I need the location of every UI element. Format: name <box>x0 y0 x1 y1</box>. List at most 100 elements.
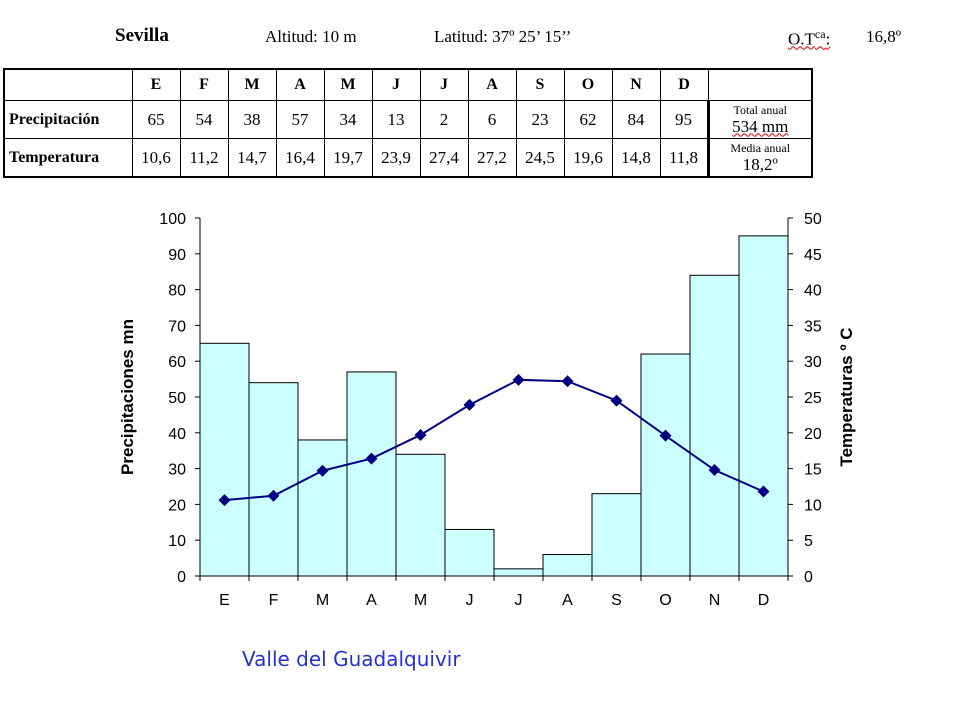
right-tick-label: 15 <box>804 462 822 479</box>
left-tick-label: 20 <box>168 497 186 514</box>
left-tick-label: 0 <box>177 569 186 586</box>
table-cell: 10,6 <box>131 138 181 178</box>
precipitation-bar <box>542 554 593 577</box>
month-header: E <box>131 68 181 101</box>
table-cell: 19,6 <box>563 138 613 178</box>
temperature-point <box>757 485 770 498</box>
month-header: D <box>659 68 709 101</box>
right-tick-label: 45 <box>804 247 822 264</box>
y-axis-title: Precipitaciones mn <box>118 319 137 475</box>
month-header: S <box>515 68 565 101</box>
table-cell: 34 <box>323 100 373 139</box>
row-label: Temperatura <box>3 138 133 178</box>
table-cell: 23,9 <box>371 138 421 178</box>
temperature-point <box>610 394 623 407</box>
station-header: Sevilla Altitud: 10 m Latitud: 37º 25’ 1… <box>0 24 960 54</box>
month-header: J <box>371 68 421 101</box>
precipitation-bar <box>297 439 348 577</box>
table-cell: 19,7 <box>323 138 373 178</box>
climate-table: E F M A M J J A S O N D Precipitación 6 5… <box>3 68 813 178</box>
temperature-row: Temperatura 10,6 11,2 14,7 16,4 19,7 23,… <box>3 138 813 178</box>
month-header: J <box>419 68 469 101</box>
right-tick-label: 35 <box>804 318 822 335</box>
precipitation-bar <box>591 493 642 577</box>
station-latitude: Latitud: 37º 25’ 15’’ <box>434 27 572 46</box>
table-cell: 11,8 <box>659 138 709 178</box>
right-tick-label: 20 <box>804 426 822 443</box>
table-cell: 14,8 <box>611 138 661 178</box>
temperature-point <box>561 375 574 388</box>
station-name: Sevilla <box>115 25 169 46</box>
temperature-point <box>316 464 329 477</box>
table-cell: 57 <box>275 100 325 139</box>
summary-value: 18,2º <box>742 154 778 174</box>
left-tick-label: 40 <box>168 426 186 443</box>
x-tick-label: M <box>414 592 427 609</box>
left-tick-label: 90 <box>168 247 186 264</box>
station-altitude: Altitud: 10 m <box>265 27 357 46</box>
table-cell: 11,2 <box>179 138 229 178</box>
table-cell: 6 <box>467 100 517 139</box>
month-header: A <box>467 68 517 101</box>
precipitation-bar <box>640 353 691 577</box>
month-header: F <box>179 68 229 101</box>
temperature-point <box>414 428 427 441</box>
chart-caption: Valle del Guadalquivir <box>242 647 461 671</box>
temperature-point <box>218 494 231 507</box>
left-tick-label: 100 <box>159 211 186 228</box>
precipitation-bar <box>493 568 544 577</box>
x-tick-label: D <box>758 592 770 609</box>
month-header-row: E F M A M J J A S O N D <box>3 68 813 101</box>
month-header: A <box>275 68 325 101</box>
summary-label: Total anual <box>733 102 787 117</box>
table-cell: 13 <box>371 100 421 139</box>
right-tick-label: 50 <box>804 211 822 228</box>
left-tick-label: 70 <box>168 318 186 335</box>
precipitation-bar <box>346 371 397 577</box>
table-cell: 27,4 <box>419 138 469 178</box>
precipitation-bar <box>248 382 299 577</box>
month-header: O <box>563 68 613 101</box>
precipitation-bar <box>444 528 495 577</box>
month-header: M <box>323 68 373 101</box>
summary-label: Media anual <box>730 140 791 155</box>
table-cell: 23 <box>515 100 565 139</box>
right-tick-label: 10 <box>804 497 822 514</box>
temperature-line <box>224 378 764 502</box>
x-tick-label: M <box>316 592 329 609</box>
temperature-point <box>659 429 672 442</box>
corner-cell <box>3 68 133 101</box>
left-tick-label: 10 <box>168 533 186 550</box>
precipitation-bar <box>738 235 789 577</box>
right-tick-label: 40 <box>804 283 822 300</box>
temperature-point <box>708 464 721 477</box>
climograph-chart: 0 10 20 30 40 50 60 70 80 90 100 0 5 10 15 20 25 30 35 40 45… <box>118 211 856 609</box>
temperature-point <box>365 452 378 465</box>
x-tick-label: N <box>709 592 721 609</box>
left-tick-label: 30 <box>168 462 186 479</box>
left-tick-label: 50 <box>168 390 186 407</box>
right-tick-label: 25 <box>804 390 822 407</box>
month-header: N <box>611 68 661 101</box>
temperature-point <box>463 398 476 411</box>
table-cell: 2 <box>419 100 469 139</box>
right-tick-label: 0 <box>804 569 813 586</box>
table-cell: 95 <box>659 100 709 139</box>
table-cell: 38 <box>227 100 277 139</box>
table-cell: 84 <box>611 100 661 139</box>
precipitation-bar <box>689 274 740 577</box>
table-cell: 54 <box>179 100 229 139</box>
table-cell: 24,5 <box>515 138 565 178</box>
x-tick-label: E <box>219 592 230 609</box>
x-tick-label: F <box>269 592 279 609</box>
right-tick-label: 5 <box>804 533 813 550</box>
annual-temp-label: O.Tca: <box>788 27 831 49</box>
temperature-point <box>267 489 280 502</box>
row-label: Precipitación <box>3 100 133 139</box>
table-cell: 16,4 <box>275 138 325 178</box>
temperature-point <box>512 373 525 386</box>
left-tick-label: 60 <box>168 354 186 371</box>
right-tick-label: 30 <box>804 354 822 371</box>
x-tick-label: S <box>611 592 622 609</box>
x-tick-label: J <box>515 592 523 609</box>
